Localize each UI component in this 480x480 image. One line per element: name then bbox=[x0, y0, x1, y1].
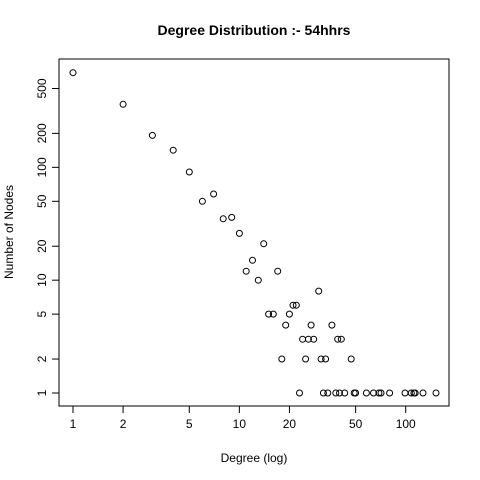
data-point bbox=[282, 321, 290, 329]
data-point bbox=[274, 267, 282, 275]
data-point bbox=[341, 389, 349, 397]
x-tick-label: 5 bbox=[186, 417, 193, 431]
y-tick-label: 1 bbox=[35, 389, 49, 396]
y-axis-label: Number of Nodes bbox=[2, 185, 16, 279]
data-point bbox=[332, 389, 340, 397]
data-point bbox=[310, 335, 318, 343]
data-point bbox=[336, 389, 343, 397]
x-tick-label: 1 bbox=[70, 417, 77, 431]
data-point bbox=[289, 301, 297, 309]
data-point bbox=[278, 355, 286, 363]
data-point bbox=[370, 389, 377, 397]
data-point bbox=[324, 389, 332, 397]
data-point bbox=[198, 197, 206, 205]
data-point bbox=[260, 240, 268, 248]
y-tick-label: 20 bbox=[35, 239, 49, 253]
data-point bbox=[235, 229, 243, 237]
data-points bbox=[69, 69, 440, 397]
x-tick-label: 20 bbox=[283, 417, 297, 431]
data-point bbox=[292, 301, 300, 309]
y-tick-label: 2 bbox=[35, 355, 49, 362]
y-tick-label: 5 bbox=[35, 310, 49, 317]
data-point bbox=[315, 287, 323, 295]
data-point bbox=[265, 310, 273, 318]
data-point bbox=[347, 355, 355, 363]
x-tick-label: 2 bbox=[120, 417, 127, 431]
data-point bbox=[249, 256, 256, 264]
data-point bbox=[407, 389, 415, 397]
data-point bbox=[296, 389, 303, 397]
data-point bbox=[377, 389, 385, 397]
data-point bbox=[319, 389, 327, 397]
data-point bbox=[185, 168, 193, 176]
y-tick-label: 50 bbox=[35, 194, 49, 208]
data-point bbox=[401, 389, 409, 397]
x-axis: 1 2 5 10 20 50 100 bbox=[70, 405, 416, 431]
data-point bbox=[375, 389, 383, 397]
data-point bbox=[219, 215, 227, 223]
data-point bbox=[242, 267, 250, 275]
chart-title: Degree Distribution :- 54hhrs bbox=[158, 22, 351, 38]
data-point bbox=[302, 355, 310, 363]
data-point bbox=[304, 335, 312, 343]
data-point bbox=[322, 355, 330, 363]
data-point bbox=[69, 69, 77, 77]
x-tick-label: 10 bbox=[233, 417, 247, 431]
y-tick-label: 100 bbox=[35, 157, 49, 177]
data-point bbox=[148, 131, 156, 139]
y-tick-label: 500 bbox=[35, 78, 49, 98]
data-point bbox=[228, 213, 236, 221]
data-point bbox=[254, 276, 262, 284]
data-point bbox=[119, 100, 127, 108]
data-point bbox=[419, 389, 427, 397]
data-point bbox=[411, 389, 419, 397]
data-point bbox=[328, 321, 336, 329]
y-tick-label: 10 bbox=[35, 273, 49, 287]
y-tick-label: 200 bbox=[35, 123, 49, 143]
x-axis-label: Degree (log) bbox=[221, 451, 288, 465]
data-point bbox=[334, 335, 342, 343]
data-point bbox=[337, 335, 345, 343]
data-point bbox=[317, 355, 325, 363]
data-point bbox=[352, 389, 360, 397]
data-point bbox=[269, 310, 277, 318]
data-point bbox=[432, 389, 440, 397]
plot-frame bbox=[58, 58, 450, 407]
data-point bbox=[362, 389, 370, 397]
data-point bbox=[169, 146, 177, 154]
x-tick-label: 50 bbox=[349, 417, 363, 431]
data-point bbox=[285, 310, 293, 318]
data-point bbox=[210, 190, 218, 198]
data-point bbox=[307, 321, 315, 329]
x-tick-label: 100 bbox=[396, 417, 416, 431]
data-point bbox=[299, 335, 307, 343]
data-point bbox=[386, 389, 394, 397]
y-axis: 1 2 5 10 20 50 100 200 500 bbox=[35, 78, 60, 396]
